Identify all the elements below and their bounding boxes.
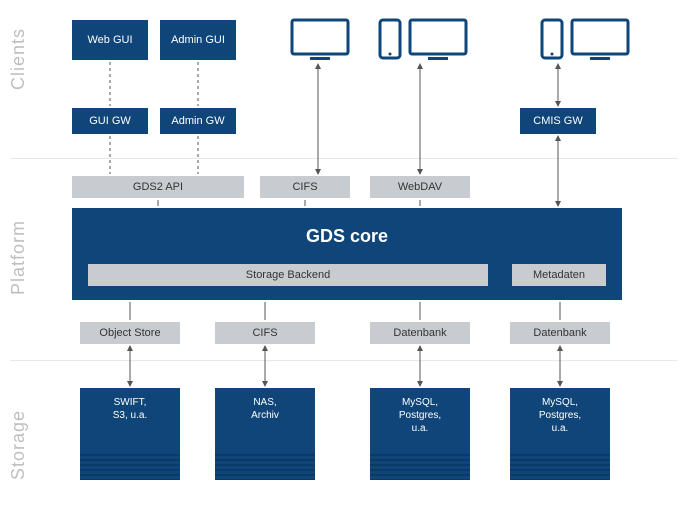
phone-icon	[378, 18, 402, 62]
box-cifs: CIFS	[260, 176, 350, 198]
box-cifs2: CIFS	[215, 322, 315, 344]
box-storage-backend: Storage Backend	[88, 264, 488, 286]
box-cmis-gw: CMIS GW	[520, 108, 596, 134]
separator	[10, 360, 677, 361]
section-label-storage: Storage	[8, 410, 29, 480]
section-label-clients: Clients	[8, 28, 29, 90]
box-mysql1: MySQL,Postgres,u.a.	[370, 388, 470, 480]
server-grille	[80, 454, 180, 480]
section-label-platform: Platform	[8, 220, 29, 295]
box-webdav: WebDAV	[370, 176, 470, 198]
storage-text: SWIFT,S3, u.a.	[80, 388, 180, 422]
server-grille	[215, 454, 315, 480]
storage-text: NAS,Archiv	[215, 388, 315, 422]
monitor-icon	[570, 18, 630, 62]
server-grille	[510, 454, 610, 480]
box-gds2-api: GDS2 API	[72, 176, 244, 198]
box-metadaten: Metadaten	[512, 264, 606, 286]
box-swift: SWIFT,S3, u.a.	[80, 388, 180, 480]
box-gds-core: GDS core Storage Backend Metadaten	[72, 208, 622, 300]
box-web-gui: Web GUI	[72, 20, 148, 60]
server-grille	[370, 454, 470, 480]
storage-text: MySQL,Postgres,u.a.	[510, 388, 610, 435]
box-datenbank2: Datenbank	[510, 322, 610, 344]
box-mysql2: MySQL,Postgres,u.a.	[510, 388, 610, 480]
box-object-store: Object Store	[80, 322, 180, 344]
monitor-icon	[290, 18, 350, 62]
core-title: GDS core	[72, 208, 622, 247]
monitor-icon	[408, 18, 468, 62]
separator	[10, 158, 677, 159]
storage-text: MySQL,Postgres,u.a.	[370, 388, 470, 435]
box-admin-gw: Admin GW	[160, 108, 236, 134]
box-admin-gui: Admin GUI	[160, 20, 236, 60]
box-datenbank1: Datenbank	[370, 322, 470, 344]
phone-icon	[540, 18, 564, 62]
box-nas: NAS,Archiv	[215, 388, 315, 480]
box-gui-gw: GUI GW	[72, 108, 148, 134]
